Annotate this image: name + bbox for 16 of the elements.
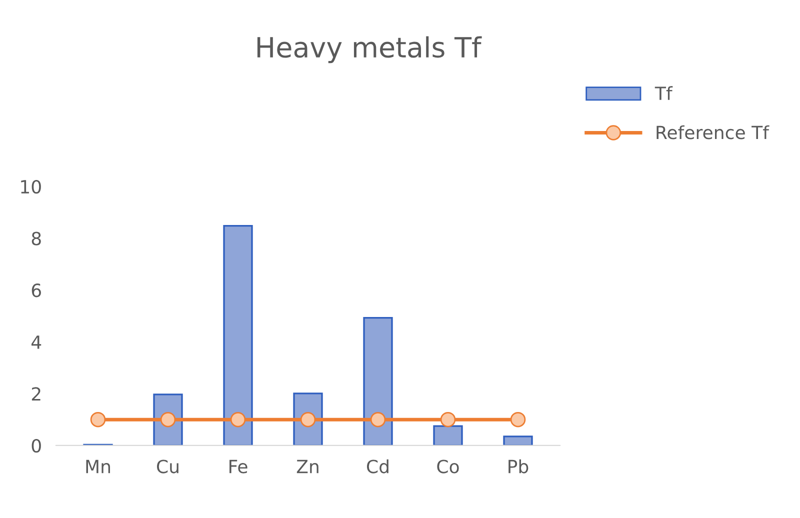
y-tick-label: 0	[32, 438, 41, 453]
x-tick-label: Cu	[156, 460, 178, 474]
x-tick-label: Pb	[508, 459, 528, 474]
y-tick-label: 10	[21, 180, 41, 194]
x-tick-label: Zn	[296, 460, 318, 474]
x-tick-label: Mn	[86, 460, 110, 474]
legend-label: Tf	[654, 86, 673, 100]
legend-label: Reference Tf	[656, 125, 770, 140]
y-tick-label: 2	[32, 387, 40, 401]
y-tick-label: 6	[32, 284, 41, 298]
x-tick-label: Fe	[230, 460, 248, 474]
y-tick-label: 4	[32, 336, 42, 349]
y-tick-label: 8	[32, 232, 41, 246]
x-tick-label: Cd	[366, 459, 388, 474]
chart-title: Heavy metals Tf	[257, 36, 482, 64]
x-tick-label: Co	[437, 460, 459, 474]
